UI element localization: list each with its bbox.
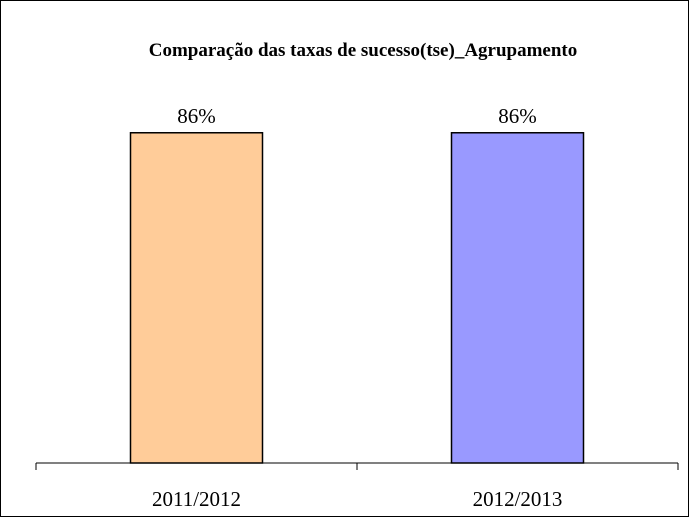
bar-2011-2012 [129, 132, 264, 464]
data-label-2012-2013: 86% [498, 104, 537, 128]
bar-2012-2013 [450, 132, 585, 464]
chart-title: Comparação das taxas de sucesso(tse)_Agr… [149, 40, 578, 61]
category-label-2011-2012: 2011/2012 [152, 487, 241, 511]
category-label-2012-2013: 2012/2013 [473, 487, 563, 511]
data-label-2011-2012: 86% [177, 104, 216, 128]
